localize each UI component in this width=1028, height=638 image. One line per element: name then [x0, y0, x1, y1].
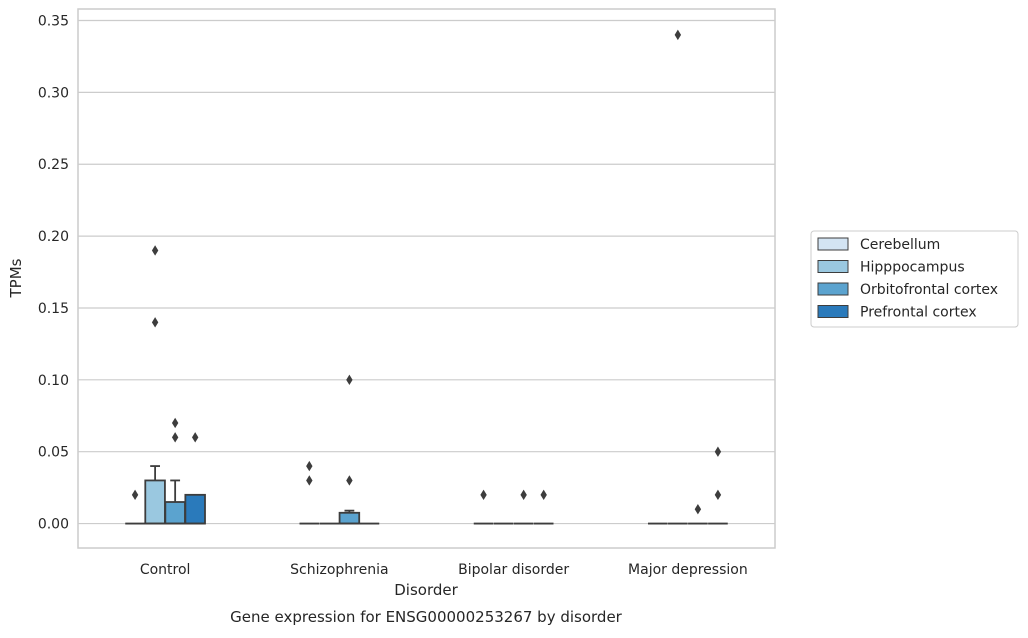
legend: Cerebellum Hipppocampus Orbitofrontal cort… [810, 230, 1019, 328]
outlier-point [151, 245, 159, 256]
box-group [144, 245, 166, 525]
legend-entry: Prefrontal cortex [817, 305, 977, 321]
x-axis-title: Disorder [394, 581, 458, 599]
legend-label: Cerebellum [860, 237, 940, 253]
y-tick-label: 0.25 [38, 157, 69, 173]
outlier-point [480, 489, 487, 501]
box-group [299, 460, 320, 525]
y-tick-label: 0.15 [38, 301, 69, 317]
legend-label: Prefrontal cortex [860, 305, 977, 321]
box-marks [125, 29, 728, 525]
y-tick-label: 0.10 [38, 373, 69, 389]
box-rect [144, 479, 166, 525]
box-rect [338, 511, 361, 525]
legend-swatch [817, 282, 849, 296]
outlier-point [346, 374, 353, 386]
y-tick-label: 0.35 [38, 13, 69, 29]
box-group [668, 29, 688, 525]
legend-label: Hipppocampus [860, 260, 965, 276]
legend-frame [810, 230, 1019, 328]
box-group [473, 489, 494, 525]
x-tick-label: Bipolar disorder [458, 562, 569, 578]
outlier-point [346, 475, 353, 486]
outlier-point [714, 489, 722, 501]
legend-items: Cerebellum Hipppocampus Orbitofrontal cort… [817, 237, 998, 321]
legend-swatch [817, 305, 849, 318]
legend-entry: Hipppocampus [817, 260, 965, 276]
box-group [338, 374, 361, 525]
gridlines [78, 19, 775, 525]
x-tick-label: Schizophrenia [290, 562, 388, 578]
y-tick-label: 0.00 [38, 517, 69, 533]
legend-swatch [817, 260, 849, 273]
box-group [184, 432, 206, 525]
box-group [513, 489, 534, 525]
legend-label: Orbitofrontal cortex [860, 282, 998, 298]
outlier-point [171, 432, 179, 443]
outlier-point [714, 446, 722, 457]
box-group [164, 417, 186, 525]
box-group [533, 489, 554, 525]
x-tick-label: Control [140, 562, 191, 578]
box-rect [184, 493, 206, 525]
outlier-point [131, 489, 139, 501]
legend-swatch [817, 237, 849, 251]
plot-frame [77, 8, 776, 549]
y-tick-label: 0.20 [38, 229, 69, 245]
legend-entry: Cerebellum [817, 237, 940, 253]
outlier-point [674, 29, 682, 41]
x-tick-label: Major depression [628, 562, 748, 578]
legend-entry: Orbitofrontal cortex [817, 282, 998, 298]
outlier-point [306, 475, 313, 486]
outlier-point [171, 417, 179, 429]
box-rect [164, 501, 186, 525]
chart-caption: Gene expression for ENSG00000253267 by d… [230, 608, 623, 626]
x-tick-labels: Control Schizophrenia Bipolar disorder Majo… [140, 562, 748, 578]
outlier-point [191, 432, 199, 443]
box-group [125, 489, 145, 525]
outlier-point [694, 503, 702, 515]
outlier-point [151, 317, 159, 328]
y-tick-labels: 0.00 0.05 0.10 0.15 0.20 0.25 0.30 0.35 [38, 13, 69, 532]
y-axis-title: TPMs [7, 258, 25, 298]
outlier-point [520, 489, 527, 501]
outlier-point [540, 489, 547, 501]
box-group [688, 503, 708, 525]
y-tick-label: 0.30 [38, 85, 69, 101]
y-tick-label: 0.05 [38, 445, 69, 461]
box-group [708, 446, 728, 525]
outlier-point [306, 460, 313, 472]
